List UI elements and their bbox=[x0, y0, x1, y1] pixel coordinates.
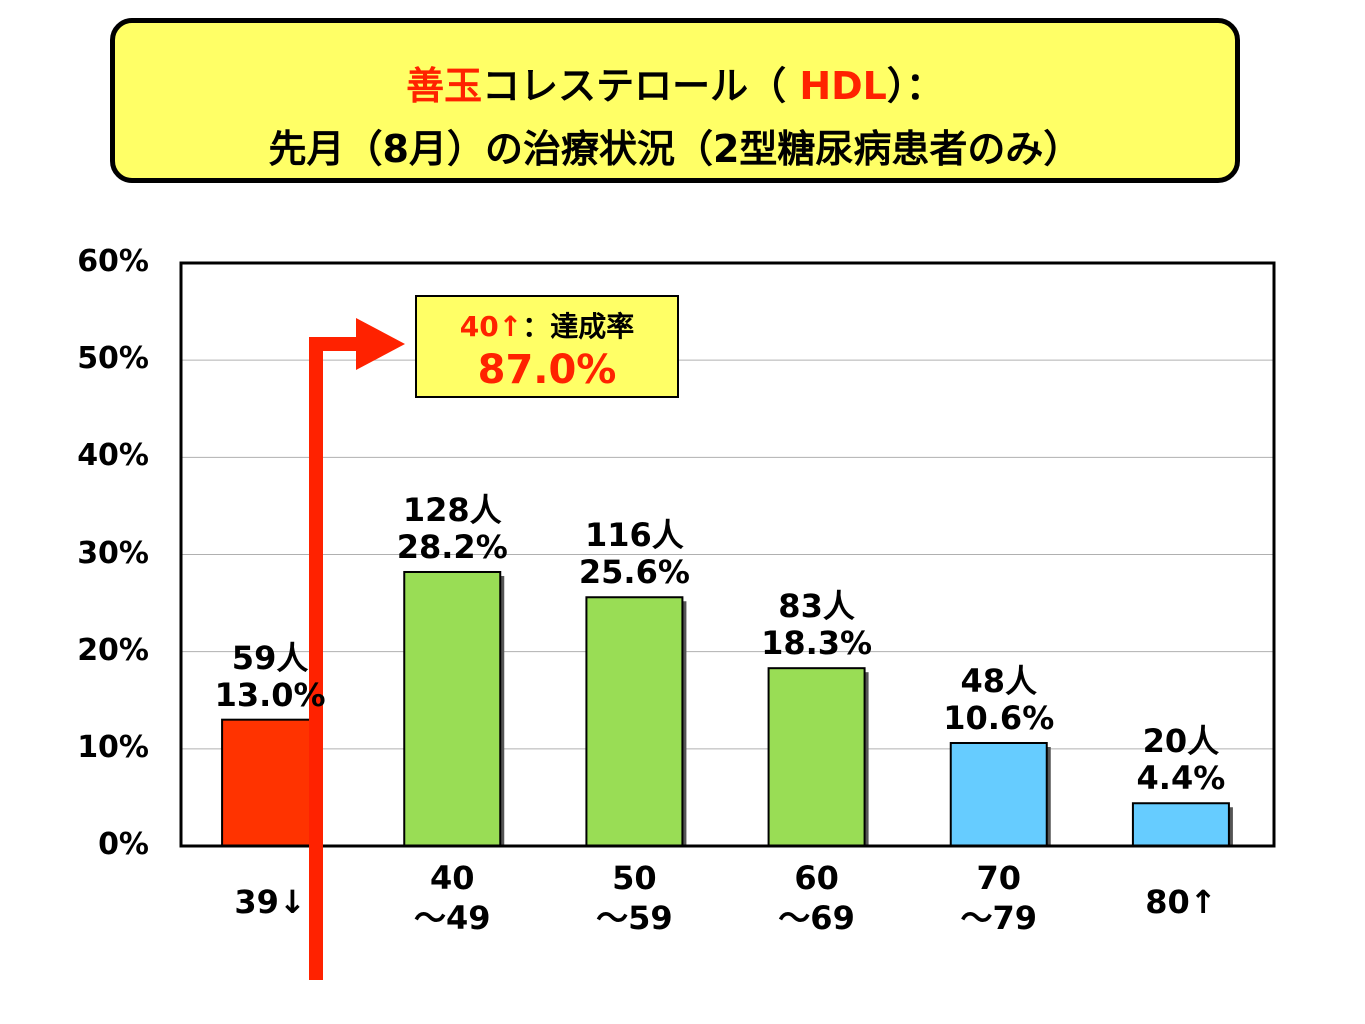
callout-title: 40↑：達成率 bbox=[417, 305, 677, 345]
x-tick-line: ～49 bbox=[413, 899, 491, 937]
bar-percent-label: 18.3% bbox=[761, 624, 873, 663]
x-tick-line: ～69 bbox=[778, 899, 855, 937]
bar-percent-label: 13.0% bbox=[214, 675, 326, 714]
bar-data-label: 20人 4.4% bbox=[1101, 723, 1261, 797]
plot-frame bbox=[179, 261, 1276, 848]
bar-data-label: 59人 13.0% bbox=[190, 638, 350, 714]
x-tick-line: 70 bbox=[976, 859, 1022, 897]
x-tick-label: 40 ～49 bbox=[382, 858, 522, 938]
x-tick-label: 70 ～79 bbox=[929, 858, 1069, 938]
x-tick-line: 40 bbox=[429, 859, 475, 897]
x-tick-line: ～79 bbox=[960, 899, 1038, 937]
x-tick-label: 39↓ bbox=[200, 882, 340, 922]
bar bbox=[585, 596, 684, 848]
x-tick-label: 80↑ bbox=[1111, 882, 1251, 922]
bar bbox=[403, 570, 502, 847]
callout-threshold: 40↑ bbox=[459, 310, 523, 343]
achievement-callout: 40↑：達成率 87.0% bbox=[415, 295, 679, 398]
title-mid-text: コレステロール（ bbox=[482, 64, 800, 108]
callout-value: 87.0% bbox=[477, 347, 617, 393]
title-box: 善玉コレステロール（ HDL）： 先月（8月）の治療状況（2型糖尿病患者のみ） bbox=[110, 18, 1240, 183]
y-tick-label: 0% bbox=[98, 827, 149, 862]
bar-count-label: 116人 bbox=[585, 516, 684, 555]
y-tick-label: 60% bbox=[77, 244, 149, 279]
x-tick-line: 60 bbox=[794, 859, 839, 897]
bar bbox=[1131, 802, 1230, 847]
y-tick-label: 20% bbox=[77, 632, 149, 668]
y-tick-label: 40% bbox=[77, 438, 149, 474]
bar-data-label: 116人 25.6% bbox=[554, 517, 714, 591]
bar-data-label: 48人 10.6% bbox=[919, 663, 1079, 737]
title-line-2: 先月（8月）の治療状況（2型糖尿病患者のみ） bbox=[268, 127, 1082, 171]
threshold-arrow-head bbox=[356, 318, 405, 370]
bar-count-label: 59人 bbox=[231, 638, 309, 677]
y-tick-label: 30% bbox=[77, 535, 149, 571]
threshold-arrow-line bbox=[309, 337, 365, 980]
x-tick-line: ～59 bbox=[596, 899, 673, 937]
bar-percent-label: 4.4% bbox=[1136, 759, 1226, 798]
bar bbox=[221, 718, 320, 848]
bar-percent-label: 25.6% bbox=[578, 553, 690, 592]
y-tick-label: 50% bbox=[77, 341, 149, 377]
title-hdl-text: HDL bbox=[799, 64, 887, 108]
x-tick-line: 50 bbox=[612, 859, 657, 897]
title-end-text: ）： bbox=[886, 64, 944, 108]
x-tick-line: 80↑ bbox=[1145, 883, 1217, 921]
bar-count-label: 128人 bbox=[402, 490, 502, 529]
bar bbox=[949, 742, 1048, 848]
bar-percent-label: 10.6% bbox=[943, 699, 1055, 737]
bar-data-label: 83人 18.3% bbox=[737, 588, 897, 662]
x-tick-line: 39↓ bbox=[234, 883, 306, 921]
bar-data-label: 128人 28.2% bbox=[372, 490, 532, 566]
y-tick-label: 10% bbox=[77, 729, 149, 765]
callout-label: ：達成率 bbox=[522, 310, 635, 343]
bar-count-label: 20人 bbox=[1142, 722, 1220, 761]
x-tick-label: 60 ～69 bbox=[747, 858, 887, 938]
x-tick-label: 50 ～59 bbox=[564, 858, 704, 938]
title-red-text: 善玉 bbox=[406, 64, 483, 108]
bar-percent-label: 28.2% bbox=[396, 527, 508, 566]
bar-count-label: 83人 bbox=[778, 587, 855, 626]
title-line-1: 善玉コレステロール（ HDL）： bbox=[115, 55, 1235, 110]
bar bbox=[767, 667, 866, 847]
bar-count-label: 48人 bbox=[960, 662, 1038, 700]
